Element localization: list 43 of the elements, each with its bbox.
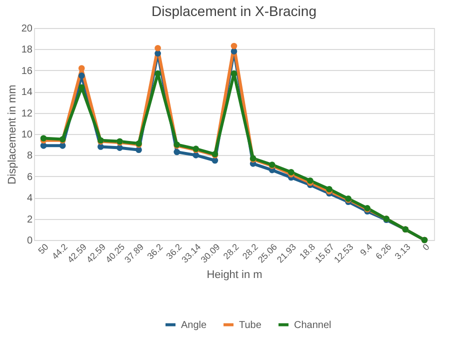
y-tick-label: 10	[21, 130, 33, 140]
chart-title: Displacement in X-Bracing	[152, 3, 316, 19]
point	[212, 157, 218, 164]
point	[230, 70, 238, 77]
y-tick-label: 20	[21, 24, 33, 34]
point	[154, 44, 161, 52]
legend-label: Channel	[294, 320, 332, 331]
point	[230, 48, 238, 54]
y-tick-label: 16	[21, 66, 33, 77]
point	[326, 186, 332, 192]
point	[40, 142, 47, 149]
y-tick-label: 8	[26, 150, 33, 162]
x-tick-label: 9.4	[358, 242, 374, 258]
point	[136, 146, 142, 154]
point	[59, 142, 66, 149]
y-axis-title: Displacement in mm	[6, 84, 18, 184]
point	[307, 177, 314, 184]
point	[116, 144, 123, 151]
point	[174, 148, 180, 156]
x-tick-label: 50	[36, 242, 50, 256]
y-tick-label: 4	[26, 193, 33, 204]
x-axis-title: Height in m	[206, 268, 262, 281]
point	[78, 84, 85, 91]
y-tick-label: 2	[26, 214, 33, 226]
y-tick-label: 12	[21, 108, 33, 120]
y-tick-label: 6	[26, 172, 33, 183]
point	[78, 72, 85, 79]
point	[154, 70, 161, 77]
point	[98, 144, 104, 150]
point	[40, 135, 47, 142]
point	[154, 50, 161, 57]
point	[192, 152, 200, 158]
legend-label: Angle	[181, 320, 208, 331]
x-tick-label: 36.2	[145, 242, 165, 262]
x-tick-label: 0	[420, 242, 432, 252]
x-tick-label: 44.2	[50, 242, 70, 262]
point	[230, 42, 238, 50]
y-tick-label: 18	[21, 44, 33, 56]
legend-label: Tube	[239, 320, 262, 331]
point	[78, 65, 85, 72]
x-tick-label: 3.13	[392, 242, 412, 262]
x-tick-label: 6.26	[374, 242, 394, 262]
y-tick-label: 14	[21, 87, 33, 98]
